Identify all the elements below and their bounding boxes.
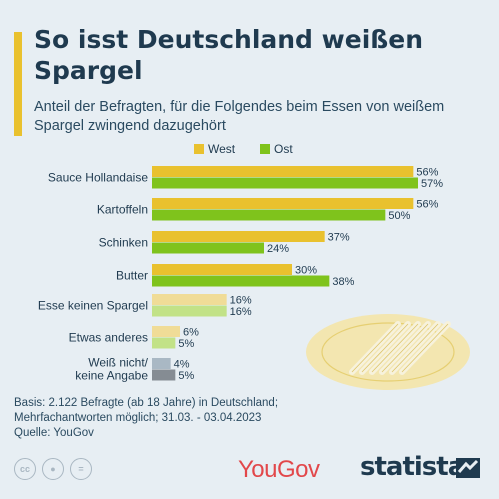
category-label: Sauce Hollandaise (48, 171, 148, 185)
data-label: 5% (178, 338, 194, 350)
chart-notes: Basis: 2.122 Befragte (ab 18 Jahre) in D… (14, 396, 474, 441)
legend-swatch-west (194, 144, 204, 154)
bar-west (152, 198, 414, 209)
cc-icon[interactable]: cc (14, 458, 36, 480)
data-label: 24% (267, 243, 289, 255)
statista-mark-icon (456, 458, 480, 478)
category-label: Weiß nicht/ (88, 356, 148, 370)
category-label: keine Angabe (75, 369, 148, 383)
category-label: Etwas anderes (69, 331, 148, 345)
legend-swatch-ost (260, 144, 270, 154)
bar-ost (152, 369, 176, 381)
equals-icon[interactable]: = (70, 458, 92, 480)
bar-west (152, 326, 180, 337)
legend-label-ost: Ost (274, 142, 293, 156)
bar-west (152, 358, 171, 369)
bar-ost (152, 177, 418, 189)
data-label: 57% (421, 178, 443, 190)
category-label: Kartoffeln (97, 203, 148, 217)
note-source: Quelle: YouGov (14, 427, 94, 439)
bar-ost (152, 209, 386, 221)
bar-ost (152, 305, 227, 317)
accent-bar (14, 32, 22, 136)
bar-ost (152, 242, 264, 254)
page-title: So isst Deutschland weißen Spargel (34, 25, 424, 85)
category-label: Butter (116, 269, 148, 283)
statista-logo[interactable]: statista (360, 452, 465, 482)
license-icons: cc ● = (14, 458, 92, 480)
bar-ost (152, 337, 176, 349)
category-label: Esse keinen Spargel (38, 299, 148, 313)
bar-west (152, 231, 325, 242)
bar-ost (152, 275, 330, 287)
data-label: 16% (230, 306, 252, 318)
legend-label-west: West (208, 142, 236, 156)
yougov-logo: YouGov (238, 456, 320, 483)
data-label: 38% (332, 276, 354, 288)
asparagus-plate-illustration (306, 314, 470, 390)
data-label: 5% (178, 370, 194, 382)
data-label: 16% (230, 295, 252, 307)
bar-west (152, 264, 292, 275)
note-basis: Basis: 2.122 Befragte (ab 18 Jahre) in D… (14, 397, 279, 409)
bar-west (152, 166, 414, 177)
data-label: 50% (388, 210, 410, 222)
data-label: 37% (328, 232, 350, 244)
data-label: 56% (416, 167, 438, 179)
page-subtitle: Anteil der Befragten, für die Folgendes … (34, 99, 445, 134)
data-label: 30% (295, 265, 317, 277)
bar-west (152, 294, 227, 305)
data-label: 4% (174, 359, 190, 371)
note-method: Mehrfachantworten möglich; 31.03. - 03.0… (14, 412, 262, 424)
attribution-icon[interactable]: ● (42, 458, 64, 480)
category-label: Schinken (99, 236, 148, 250)
data-label: 6% (183, 327, 199, 339)
data-label: 56% (416, 199, 438, 211)
